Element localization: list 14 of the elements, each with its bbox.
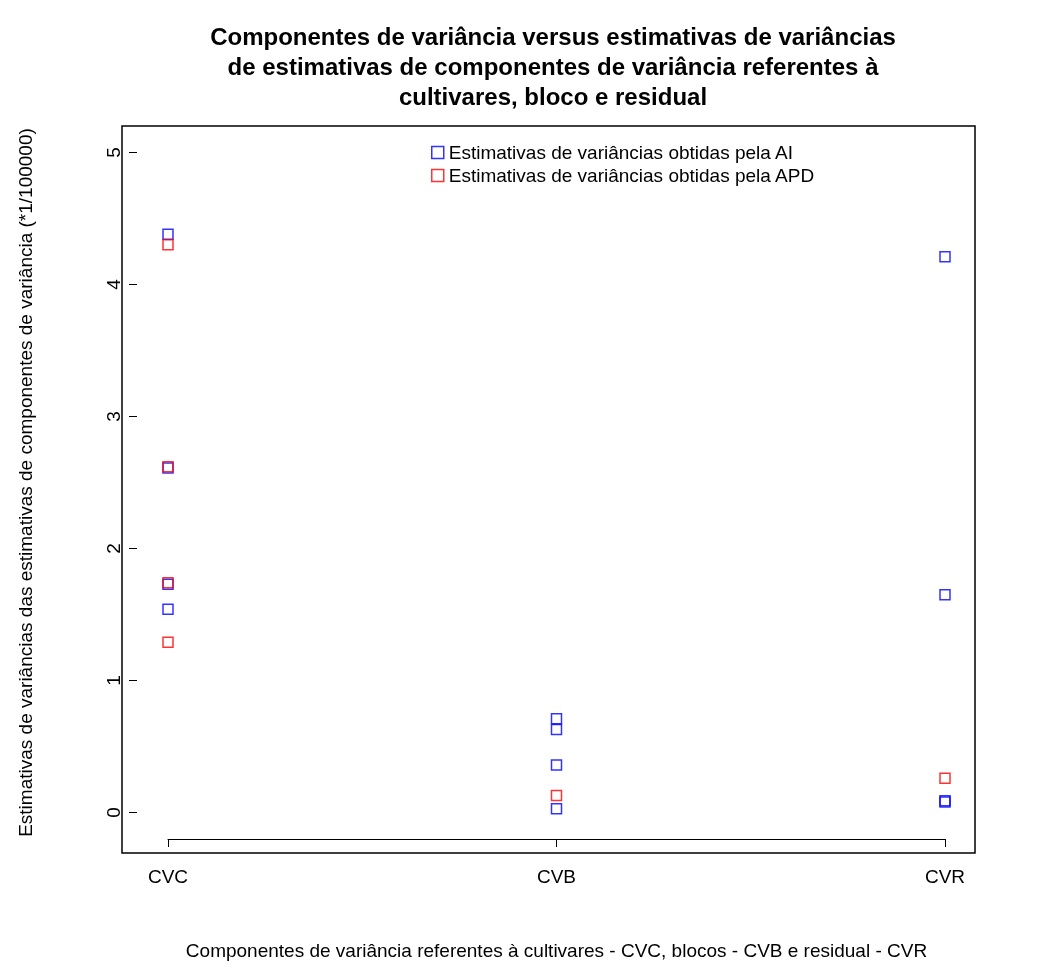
y-tick-label: 4 (103, 278, 124, 290)
y-tick-label: 2 (103, 543, 124, 554)
legend-label: Estimativas de variâncias obtidas pela AI (448, 142, 794, 163)
y-tick-label: 0 (103, 807, 124, 818)
y-tick-label: 3 (103, 411, 124, 422)
x-tick-label: CVB (536, 866, 577, 887)
x-axis-title: Componentes de variância referentes à cultivares - CVC, blocos - CVB e residual - CVR (185, 940, 928, 961)
y-tick-label: 5 (103, 147, 124, 158)
y-tick-label: 1 (103, 675, 124, 686)
chart-title: Componentes de variância versus estimativas de variâncias de estimativas de componentes de variância referentes à cultivares, bloco e residual (210, 22, 896, 110)
legend-label: Estimativas de variâncias obtidas pela APD (448, 165, 815, 186)
y-axis-title: Estimativas de variâncias das estimativas de componentes de variância (*1/100000) (15, 128, 36, 837)
x-tick-label: CVC (147, 866, 189, 887)
x-tick-label: CVR (924, 866, 966, 887)
